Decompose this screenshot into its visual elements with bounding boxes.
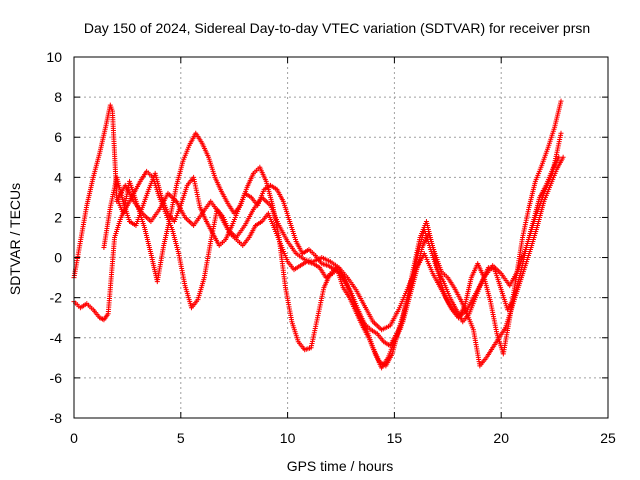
data-point <box>558 130 564 136</box>
y-tick-label: -2 <box>50 290 63 306</box>
y-tick-label: 6 <box>54 129 62 145</box>
y-tick-label: -8 <box>50 410 63 426</box>
series-track-d <box>114 130 564 333</box>
x-tick-label: 25 <box>600 430 616 446</box>
y-tick-label: -6 <box>50 370 63 386</box>
y-tick-label: 8 <box>54 89 62 105</box>
axis-ticks: 0 5 10 15 20 25 -8 -6 -4 -2 0 2 4 6 8 10 <box>46 49 616 446</box>
data-point <box>560 154 566 160</box>
chart-title: Day 150 of 2024, Sidereal Day-to-day VTE… <box>84 20 590 36</box>
data-point <box>558 98 564 104</box>
y-tick-label: 0 <box>54 250 62 266</box>
x-tick-label: 0 <box>70 430 78 446</box>
x-axis-label: GPS time / hours <box>287 458 394 474</box>
y-tick-label: 4 <box>54 169 62 185</box>
plot-frame <box>73 56 609 419</box>
x-tick-label: 10 <box>280 430 296 446</box>
series-track-c <box>101 154 562 369</box>
x-tick-label: 20 <box>493 430 509 446</box>
y-tick-label: -4 <box>50 330 63 346</box>
data-points <box>71 98 566 371</box>
x-tick-label: 15 <box>387 430 403 446</box>
y-tick-label: 10 <box>46 49 62 65</box>
y-tick-label: 2 <box>54 209 62 225</box>
data-point <box>556 154 562 160</box>
x-tick-label: 5 <box>177 430 185 446</box>
y-axis-label: SDTVAR / TECUs <box>7 183 23 295</box>
